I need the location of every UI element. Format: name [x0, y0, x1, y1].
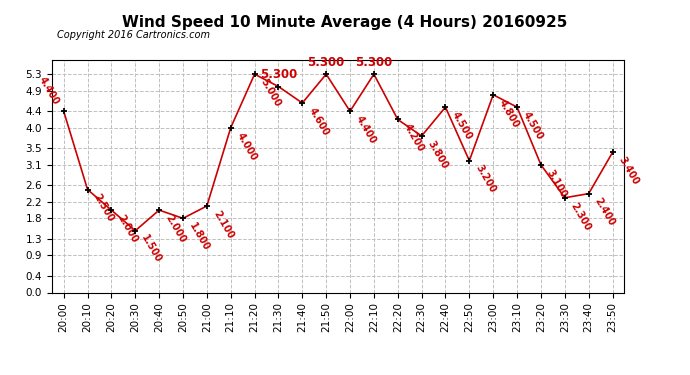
Point: [488, 92, 499, 98]
Point: [321, 71, 332, 77]
Text: 3.200: 3.200: [473, 164, 497, 195]
Text: 2.500: 2.500: [92, 192, 116, 224]
Point: [82, 186, 93, 192]
Point: [201, 203, 213, 209]
Point: [130, 228, 141, 234]
Text: 2.000: 2.000: [115, 213, 139, 244]
Text: 1.500: 1.500: [139, 234, 164, 265]
Text: 5.300: 5.300: [355, 56, 393, 69]
Text: 4.400: 4.400: [354, 114, 378, 146]
Text: 5.000: 5.000: [259, 77, 283, 109]
Text: 4.400: 4.400: [37, 75, 61, 107]
Point: [177, 215, 188, 221]
Point: [535, 162, 546, 168]
Point: [225, 125, 236, 131]
Text: 3.400: 3.400: [617, 155, 641, 187]
Text: 2.100: 2.100: [211, 209, 235, 240]
Point: [560, 195, 571, 201]
Text: 1.800: 1.800: [187, 221, 211, 253]
Text: 3.800: 3.800: [426, 139, 450, 171]
Text: 4.600: 4.600: [306, 106, 331, 137]
Point: [440, 104, 451, 110]
Text: 2.000: 2.000: [164, 213, 187, 244]
Text: 4.800: 4.800: [497, 98, 522, 129]
Point: [273, 84, 284, 90]
Point: [106, 207, 117, 213]
Point: [344, 108, 355, 114]
Point: [58, 108, 69, 114]
Point: [249, 71, 260, 77]
Point: [511, 104, 522, 110]
Text: Wind Speed 10 Minute Average (4 Hours) 20160925: Wind Speed 10 Minute Average (4 Hours) 2…: [122, 15, 568, 30]
Point: [154, 207, 165, 213]
Text: 2.400: 2.400: [593, 196, 617, 228]
Point: [368, 71, 380, 77]
Point: [297, 100, 308, 106]
Point: [583, 190, 594, 196]
Point: [607, 150, 618, 156]
Text: 5.300: 5.300: [308, 56, 345, 69]
Point: [416, 133, 427, 139]
Text: 4.200: 4.200: [402, 122, 426, 154]
Text: 4.500: 4.500: [450, 110, 473, 141]
Point: [464, 158, 475, 164]
Text: 2.300: 2.300: [569, 201, 593, 232]
Text: 4.000: 4.000: [235, 130, 259, 162]
Text: Copyright 2016 Cartronics.com: Copyright 2016 Cartronics.com: [57, 30, 210, 40]
Text: 3.100: 3.100: [545, 168, 569, 199]
Text: Wind  (mph): Wind (mph): [617, 36, 690, 46]
Text: 5.300: 5.300: [260, 68, 297, 81]
Text: 4.500: 4.500: [521, 110, 545, 141]
Point: [392, 117, 403, 123]
